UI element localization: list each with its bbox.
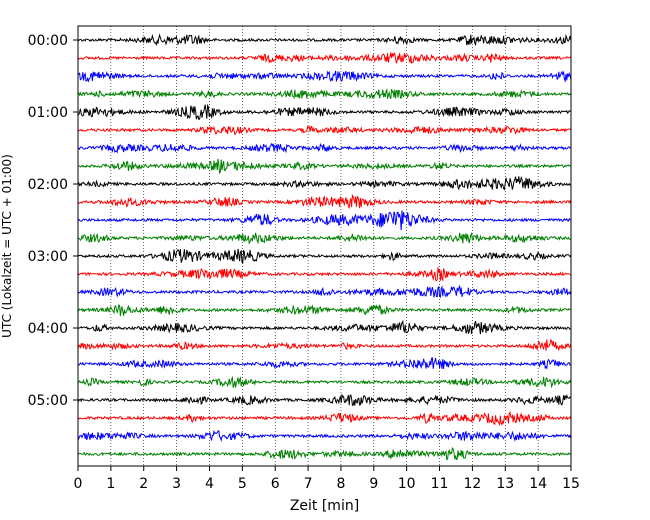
y-tick-label: 01:00 <box>28 105 68 121</box>
trace-line-0445 <box>77 375 572 389</box>
trace-line-0130 <box>77 142 571 154</box>
trace-line-0100 <box>77 103 571 120</box>
x-axis: 0 1 2 3 4 5 6 7 8 9 10 11 12 13 14 15 <box>74 466 580 492</box>
x-tick-label: 2 <box>139 476 148 492</box>
trace-line-0330 <box>77 284 572 298</box>
trace-line-0545 <box>77 446 572 461</box>
x-tick-label: 14 <box>529 476 547 492</box>
trace-line-0245 <box>77 232 571 245</box>
trace-line-0315 <box>77 267 571 282</box>
seismic-traces <box>77 33 572 461</box>
y-tick-label: 05:00 <box>28 393 68 409</box>
trace-line-0230 <box>77 210 571 231</box>
y-tick-label: 04:00 <box>28 321 68 337</box>
trace-line-0415 <box>77 338 572 352</box>
trace-line-0045 <box>77 88 572 100</box>
x-tick-label: 15 <box>562 476 580 492</box>
x-tick-label: 11 <box>431 476 449 492</box>
trace-line-0530 <box>77 429 572 443</box>
x-tick-label: 10 <box>398 476 416 492</box>
x-tick-label: 4 <box>205 476 214 492</box>
y-tick-label: 00:00 <box>28 33 68 49</box>
grid-lines <box>110 26 539 466</box>
y-tick-label: 02:00 <box>28 177 68 193</box>
y-axis: 00:00 01:00 02:00 03:00 04:00 05:00 <box>28 33 78 409</box>
y-tick-label: 03:00 <box>28 249 68 265</box>
x-tick-label: 13 <box>496 476 514 492</box>
x-tick-label: 1 <box>106 476 115 492</box>
x-tick-label: 12 <box>463 476 481 492</box>
trace-line-0300 <box>77 248 572 264</box>
trace-line-0015 <box>77 52 571 64</box>
trace-line-0500 <box>77 393 571 406</box>
trace-line-0345 <box>77 304 571 317</box>
trace-line-0115 <box>77 125 572 135</box>
y-axis-title: UTC (Lokalzeit = UTC + 01:00) <box>0 154 14 338</box>
trace-line-0000 <box>77 33 572 47</box>
trace-line-0145 <box>77 158 571 175</box>
trace-line-0515 <box>77 411 572 427</box>
x-tick-label: 9 <box>369 476 378 492</box>
x-tick-label: 7 <box>304 476 313 492</box>
trace-line-0215 <box>77 193 572 209</box>
trace-line-0400 <box>77 319 571 335</box>
x-tick-label: 3 <box>172 476 181 492</box>
x-tick-label: 8 <box>336 476 345 492</box>
x-tick-label: 6 <box>271 476 280 492</box>
x-axis-title: Zeit [min] <box>290 498 359 514</box>
trace-line-0030 <box>77 70 572 83</box>
trace-line-0200 <box>77 175 571 191</box>
x-tick-label: 5 <box>238 476 247 492</box>
plot-frame <box>77 25 572 467</box>
x-tick-label: 0 <box>74 476 83 492</box>
trace-line-0430 <box>77 357 571 370</box>
